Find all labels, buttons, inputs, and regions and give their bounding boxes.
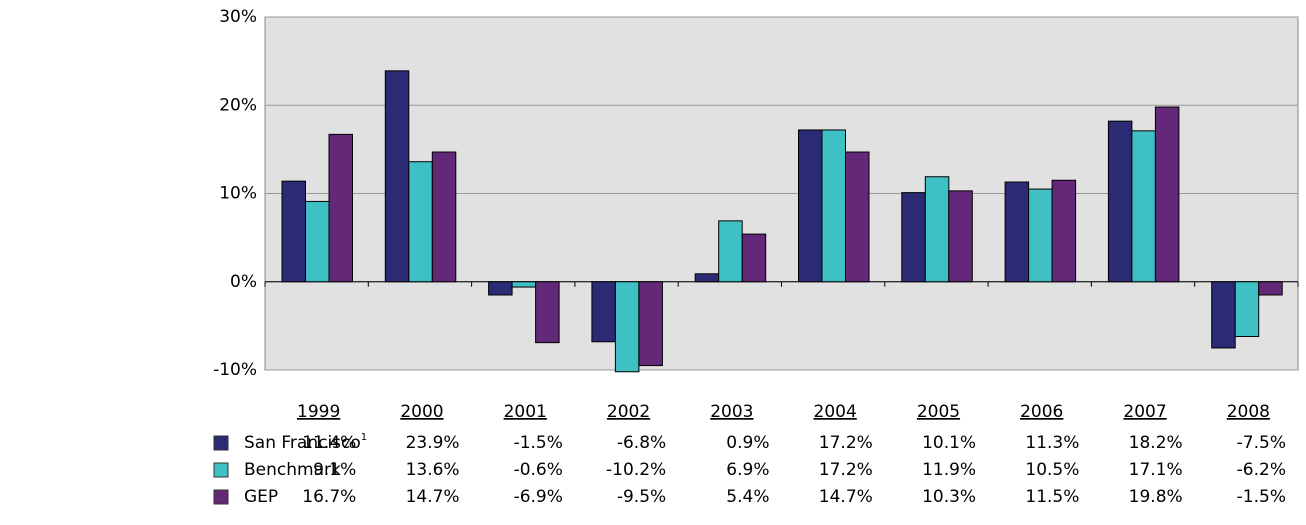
legend-name: Benchmark (244, 460, 341, 480)
table-value: 23.9% (406, 433, 460, 453)
bar (924, 176, 950, 283)
bar (718, 220, 743, 283)
table-value: -9.5% (617, 487, 666, 507)
table-value: -10.2% (606, 460, 666, 480)
table-value: -7.5% (1237, 433, 1286, 453)
legend-name: San Francisco (244, 433, 361, 453)
table-value: 6.9% (726, 460, 769, 480)
table-value: -6.2% (1237, 460, 1286, 480)
table-value: -1.5% (514, 433, 563, 453)
bar (1211, 281, 1236, 349)
bar (638, 281, 663, 367)
x-tick-label: 2008 (1227, 402, 1270, 422)
table-value: 11.5% (1025, 487, 1079, 507)
table-value: 0.9% (726, 433, 769, 453)
table-value: -6.8% (617, 433, 666, 453)
legend-label: San Francisco1 (244, 432, 367, 453)
bar (511, 281, 537, 288)
bar (901, 192, 926, 283)
table-value: 17.2% (819, 460, 873, 480)
x-tick-label: 2001 (504, 402, 547, 422)
bar (305, 200, 330, 283)
y-tick-label: -10% (213, 360, 257, 380)
bar (591, 281, 616, 343)
y-tick-label: 20% (219, 95, 257, 115)
bar (1258, 281, 1283, 296)
legend-swatch (213, 462, 229, 478)
bar (408, 161, 433, 283)
table-value: 17.1% (1129, 460, 1183, 480)
x-tick-label: 1999 (297, 402, 340, 422)
bar (281, 180, 306, 283)
legend-name: GEP (244, 487, 278, 507)
legend-note: 1 (361, 432, 367, 443)
bar (741, 233, 767, 283)
bar (431, 151, 457, 283)
bar (328, 133, 353, 283)
bar (488, 281, 513, 296)
bar (1154, 106, 1180, 283)
bar (1028, 188, 1053, 283)
table-value: 18.2% (1129, 433, 1183, 453)
table-value: -6.9% (514, 487, 563, 507)
table-value: 11.9% (922, 460, 976, 480)
table-value: 10.3% (922, 487, 976, 507)
table-value: -0.6% (514, 460, 563, 480)
table-value: 17.2% (819, 433, 873, 453)
table-value: 5.4% (726, 487, 769, 507)
y-tick-label: 0% (230, 272, 257, 292)
x-tick-label: 2007 (1123, 402, 1166, 422)
bar (1051, 179, 1077, 283)
table-value: 14.7% (406, 487, 460, 507)
y-tick-label: 30% (219, 7, 257, 27)
x-tick-label: 2005 (917, 402, 960, 422)
table-value: 14.7% (819, 487, 873, 507)
x-tick-label: 2006 (1020, 402, 1063, 422)
table-value: 13.6% (406, 460, 460, 480)
y-tick-label: 10% (219, 184, 257, 204)
bar (845, 151, 870, 283)
bar (1004, 181, 1030, 283)
table-value: -1.5% (1237, 487, 1286, 507)
table-value: 16.7% (302, 487, 356, 507)
bar (821, 129, 846, 283)
table-value: 11.3% (1025, 433, 1079, 453)
x-tick-label: 2002 (607, 402, 650, 422)
x-tick-label: 2003 (710, 402, 753, 422)
table-value: 9.1% (313, 460, 356, 480)
bar (1107, 120, 1133, 283)
bar (535, 281, 560, 344)
x-tick-label: 2000 (400, 402, 443, 422)
bar (614, 281, 640, 373)
table-value: 11.4% (302, 433, 356, 453)
bar (1234, 281, 1260, 337)
legend-swatch (213, 489, 229, 505)
bar (1131, 130, 1156, 283)
bar (694, 273, 720, 283)
table-value: 19.8% (1129, 487, 1183, 507)
table-value: 10.5% (1025, 460, 1079, 480)
bar (798, 129, 823, 283)
x-tick-label: 2004 (814, 402, 857, 422)
legend-label: Benchmark (244, 460, 341, 480)
legend-label: GEP (244, 487, 278, 507)
bar (948, 190, 973, 283)
table-value: 10.1% (922, 433, 976, 453)
bar (384, 70, 410, 283)
legend-swatch (213, 435, 229, 451)
